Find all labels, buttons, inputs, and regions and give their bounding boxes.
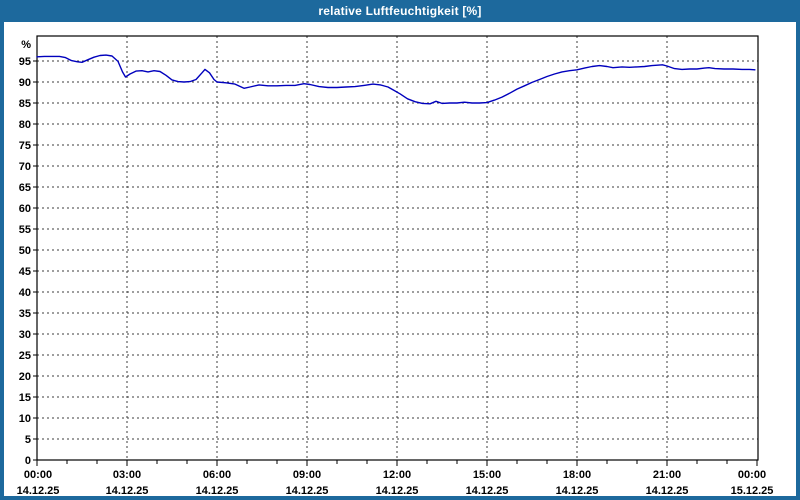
x-tick-time-label: 15:00	[473, 469, 501, 481]
y-tick-label: 65	[19, 182, 31, 194]
y-tick-label: 45	[19, 266, 31, 278]
x-tick-date-label: 14.12.25	[106, 485, 149, 497]
y-tick-label: 40	[19, 287, 31, 299]
y-tick-label: 85	[19, 98, 31, 110]
y-tick-label: 60	[19, 203, 31, 215]
y-tick-label: 90	[19, 77, 31, 89]
x-tick-date-label: 15.12.25	[731, 485, 774, 497]
y-tick-label: 30	[19, 329, 31, 341]
window-titlebar: relative Luftfeuchtigkeit [%]	[0, 0, 800, 22]
y-tick-label: 50	[19, 245, 31, 257]
x-tick-time-label: 18:00	[563, 469, 591, 481]
humidity-series-line	[36, 54, 756, 105]
y-tick-label: 35	[19, 308, 31, 320]
y-tick-label: 80	[19, 119, 31, 131]
x-tick-time-label: 06:00	[203, 469, 231, 481]
y-axis-unit-label: %	[21, 39, 31, 51]
y-tick-label: 70	[19, 161, 31, 173]
x-tick-time-label: 21:00	[653, 469, 681, 481]
x-tick-time-label: 09:00	[293, 469, 321, 481]
x-tick-date-label: 14.12.25	[466, 485, 509, 497]
y-tick-label: 75	[19, 140, 31, 152]
y-tick-label: 25	[19, 350, 31, 362]
x-tick-time-label: 00:00	[24, 469, 52, 481]
y-tick-label: 0	[25, 455, 31, 467]
x-tick-date-label: 14.12.25	[17, 485, 60, 497]
y-tick-label: 55	[19, 224, 31, 236]
y-tick-label: 20	[19, 371, 31, 383]
x-tick-date-label: 14.12.25	[646, 485, 689, 497]
x-tick-date-label: 14.12.25	[286, 485, 329, 497]
y-tick-label: 95	[19, 56, 31, 68]
chart-panel	[4, 22, 796, 496]
y-tick-label: 15	[19, 392, 31, 404]
y-tick-label: 10	[19, 413, 31, 425]
x-tick-time-label: 03:00	[113, 469, 141, 481]
x-tick-date-label: 14.12.25	[196, 485, 239, 497]
x-tick-date-label: 14.12.25	[376, 485, 419, 497]
window-title: relative Luftfeuchtigkeit [%]	[318, 4, 482, 18]
x-tick-time-label: 00:00	[738, 469, 766, 481]
x-tick-date-label: 14.12.25	[556, 485, 599, 497]
x-tick-time-label: 12:00	[383, 469, 411, 481]
y-tick-label: 5	[25, 434, 31, 446]
